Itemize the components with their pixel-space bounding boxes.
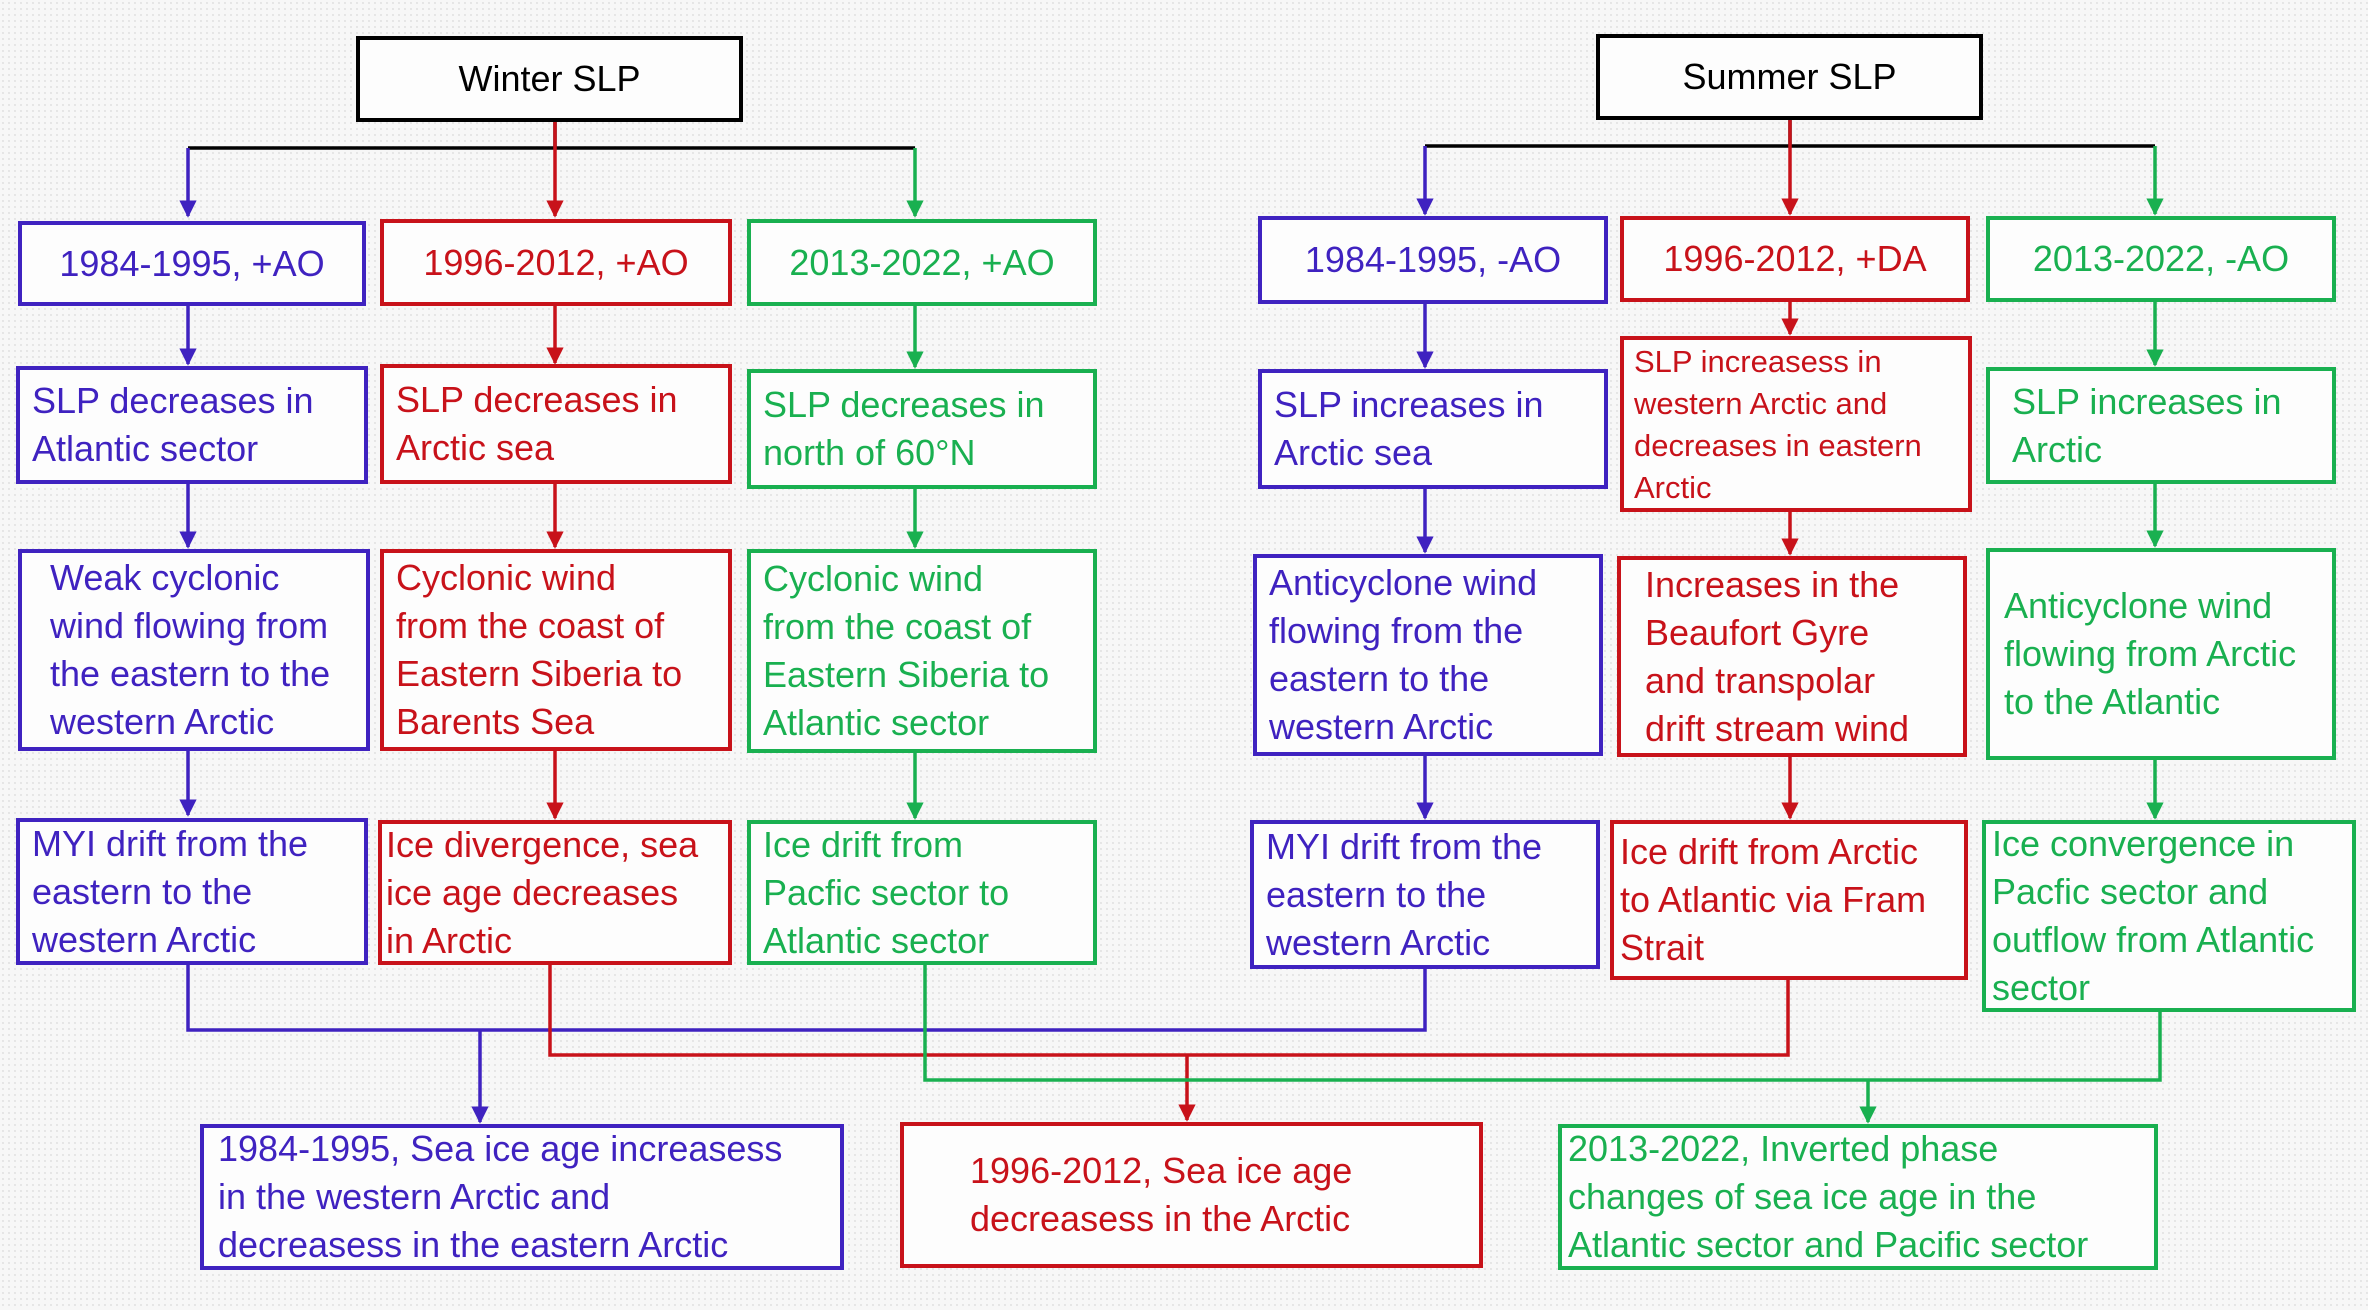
winter-drift-box-1984-1995: MYI drift from the eastern to the wester… (16, 818, 368, 965)
green-collector-line (923, 965, 2162, 1122)
summer-drift-box-2013-2022: Ice convergence in Pacfic sector and out… (1982, 820, 2356, 1012)
winter-wind-box-1996-2012: Cyclonic wind from the coast of Eastern … (380, 549, 732, 751)
winter-drift-box-2013-2022: Ice drift from Pacfic sector to Atlantic… (747, 820, 1097, 965)
result-box-2013-2022: 2013-2022, Inverted phase changes of sea… (1558, 1124, 2158, 1270)
summer-period-1996-2012: 1996-2012, +DA (1620, 216, 1970, 302)
winter-branch-line (188, 122, 915, 150)
winter-slp-title: Winter SLP (356, 36, 743, 122)
winter-period-1996-2012: 1996-2012, +AO (380, 219, 732, 306)
winter-drift-box-1996-2012: Ice divergence, sea ice age decreases in… (378, 820, 732, 965)
summer-slp-box-1984-1995: SLP increases in Arctic sea (1258, 369, 1608, 489)
winter-period-1984-1995: 1984-1995, +AO (18, 221, 366, 306)
summer-slp-title: Summer SLP (1596, 34, 1983, 120)
summer-wind-box-2013-2022: Anticyclone wind flowing from Arctic to … (1986, 548, 2336, 760)
summer-drift-box-1996-2012: Ice drift from Arctic to Atlantic via Fr… (1610, 820, 1968, 980)
summer-wind-box-1984-1995: Anticyclone wind flowing from the easter… (1253, 554, 1603, 756)
winter-wind-box-1984-1995: Weak cyclonic wind flowing from the east… (18, 549, 370, 751)
summer-wind-box-1996-2012: Increases in the Beaufort Gyre and trans… (1617, 556, 1967, 757)
blue-collector-line (186, 965, 1427, 1122)
result-box-1996-2012: 1996-2012, Sea ice age decreasess in the… (900, 1122, 1483, 1268)
summer-period-2013-2022: 2013-2022, -AO (1986, 216, 2336, 302)
summer-drift-box-1984-1995: MYI drift from the eastern to the wester… (1250, 820, 1600, 969)
winter-wind-box-2013-2022: Cyclonic wind from the coast of Eastern … (747, 549, 1097, 753)
winter-period-2013-2022: 2013-2022, +AO (747, 219, 1097, 306)
summer-slp-box-2013-2022: SLP increases in Arctic (1986, 367, 2336, 484)
red-collector-line (548, 965, 1790, 1120)
result-box-1984-1995: 1984-1995, Sea ice age increasess in the… (200, 1124, 844, 1270)
summer-slp-box-1996-2012: SLP increasess in western Arctic and dec… (1620, 336, 1972, 512)
winter-slp-box-2013-2022: SLP decreases in north of 60°N (747, 369, 1097, 489)
winter-slp-box-1996-2012: SLP decreases in Arctic sea (380, 364, 732, 484)
winter-slp-box-1984-1995: SLP decreases in Atlantic sector (16, 366, 368, 484)
summer-period-1984-1995: 1984-1995, -AO (1258, 216, 1608, 304)
